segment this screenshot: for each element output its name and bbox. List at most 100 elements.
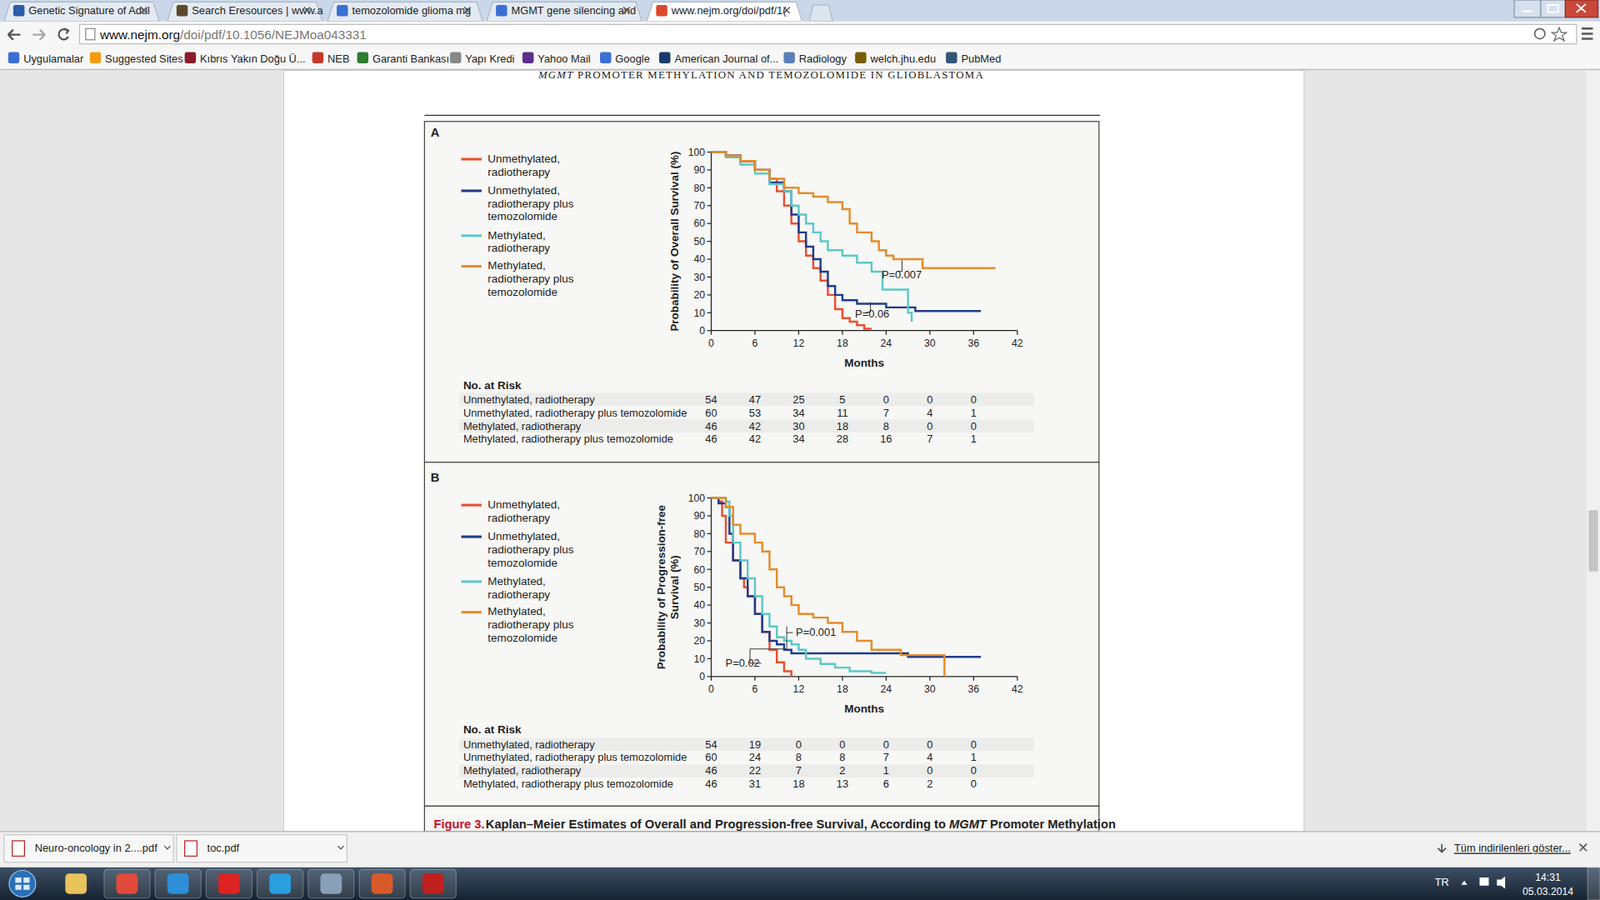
legend-line: Unmethylated, — [487, 498, 560, 511]
maximize[interactable] — [1540, 0, 1565, 18]
y-tick-label: 50 — [694, 581, 706, 594]
bookmark[interactable]: Kıbrıs Yakın Doğu Ü... — [200, 52, 306, 65]
taskbar-button[interactable] — [308, 869, 355, 898]
x-tick-label: 42 — [1011, 337, 1024, 350]
reload-button[interactable] — [59, 28, 70, 40]
show-desktop[interactable] — [1587, 867, 1600, 900]
window-icons — [1522, 4, 1586, 13]
bookmark[interactable]: American Journal of... — [674, 52, 779, 65]
bookmark-icon — [90, 51, 101, 63]
x-tick-label: 18 — [836, 337, 849, 350]
bookmark[interactable]: Yahoo Mail — [537, 52, 590, 65]
tab[interactable] — [4, 1, 160, 21]
bookmark-star[interactable] — [1551, 27, 1566, 41]
survival-curve — [710, 498, 945, 677]
chart-panel: B010203040506070809010006121824303642Mon… — [424, 462, 1099, 807]
minimize[interactable] — [1514, 0, 1541, 18]
y-tick-label: 100 — [688, 146, 706, 159]
x-axis-label: Months — [844, 356, 885, 370]
download-item[interactable] — [176, 835, 347, 863]
bookmark[interactable]: Uygulamalar — [23, 52, 85, 65]
show-all-downloads[interactable]: Tüm indirilenleri göster... — [1454, 841, 1571, 855]
risk-row-band — [459, 764, 1034, 778]
forward-button[interactable] — [32, 30, 45, 40]
x-tick-label: 30 — [924, 337, 936, 350]
risk-row-label: Methylated, radiotherapy — [463, 764, 582, 777]
bookmark-icon — [522, 51, 534, 63]
risk-row-label: Unmethylated, radiotherapy — [463, 738, 595, 751]
bookmark[interactable]: PubMed — [960, 52, 1001, 65]
legend-line: Unmethylated, — [487, 530, 560, 543]
risk-count: 0 — [926, 393, 933, 406]
tab-title: www.nejm.org/doi/pdf/1( — [670, 4, 787, 17]
bookmark[interactable]: welch.jhu.edu — [869, 52, 936, 65]
risk-row-label: Methylated, radiotherapy — [463, 420, 582, 433]
tab[interactable] — [486, 1, 642, 21]
series-group — [710, 498, 981, 677]
tab-close[interactable] — [140, 7, 147, 14]
legend-line: Methylated, — [487, 229, 546, 242]
tab-close[interactable] — [623, 7, 630, 14]
start-logo — [15, 877, 30, 890]
address-bar[interactable] — [80, 24, 1577, 44]
bookmark[interactable]: Radiology — [799, 52, 848, 65]
taskbar-button[interactable] — [53, 869, 100, 898]
y-tick-label: 90 — [694, 510, 706, 522]
start-button[interactable] — [9, 870, 36, 897]
bookmark[interactable]: Google — [615, 52, 650, 65]
download-menu[interactable] — [164, 845, 170, 850]
close-downloads[interactable] — [1580, 844, 1588, 852]
bookmark[interactable]: Suggested Sites — [105, 52, 184, 65]
x-tick-label: 24 — [880, 683, 893, 695]
menu-button[interactable] — [1581, 28, 1593, 39]
legend-entry: Methylated,radiotherapy plustemozolomide — [487, 259, 574, 299]
taskbar-button[interactable] — [104, 869, 150, 898]
y-tick — [707, 550, 712, 552]
tab-close[interactable] — [304, 7, 310, 14]
panel-letter: B — [430, 470, 440, 485]
legend-line: Methylated, — [487, 259, 546, 272]
risk-count: 6 — [883, 777, 890, 790]
legend-line: radiotherapy plus — [487, 543, 574, 556]
y-tick — [707, 605, 712, 606]
download-menu[interactable] — [337, 845, 344, 850]
x-tick-label: 6 — [752, 683, 759, 695]
x-tick-label: 6 — [752, 337, 759, 350]
background — [0, 0, 1600, 900]
tab-close[interactable] — [783, 7, 790, 14]
url-path: /doi/pdf/10.1056/NEJMoa043331 — [180, 27, 367, 42]
risk-row-band — [459, 419, 1034, 433]
new-tab[interactable] — [809, 5, 833, 22]
bookmark[interactable]: NEB — [327, 52, 350, 65]
taskbar-button[interactable] — [205, 869, 252, 898]
bookmark[interactable]: Garanti Bankası — [372, 52, 450, 65]
risk-row-band — [459, 392, 1034, 406]
tray-icons — [1460, 876, 1505, 890]
language[interactable]: TR — [1435, 875, 1450, 889]
y-tick-label: 90 — [694, 164, 706, 176]
taskbar-button[interactable] — [359, 869, 405, 898]
back-button[interactable] — [8, 30, 21, 40]
app-icon — [269, 873, 291, 894]
taskbar-button[interactable] — [410, 869, 456, 898]
scroll-thumb[interactable] — [1589, 510, 1599, 571]
risk-count: 46 — [705, 420, 717, 433]
toolbar — [0, 21, 1600, 49]
taskbar-button[interactable] — [155, 869, 201, 898]
tab-close[interactable] — [464, 7, 470, 14]
screen: Genetic Signature of AdulSearch Eresourc… — [0, 0, 1600, 900]
legend-swatch — [460, 189, 481, 192]
legend-line: radiotherapy plus — [487, 272, 574, 285]
pdf-icon — [185, 840, 198, 856]
tab[interactable] — [327, 1, 483, 21]
y-tick — [707, 169, 712, 170]
taskbar-button[interactable] — [257, 869, 304, 898]
tab[interactable] — [646, 1, 802, 21]
caption: Kaplan–Meier Estimates of Overall and Pr… — [485, 817, 1116, 831]
favicon — [13, 5, 25, 16]
bookmark[interactable]: Yapı Kredi — [465, 52, 515, 65]
download-item[interactable] — [4, 835, 174, 863]
risk-count: 7 — [883, 750, 890, 764]
tab-title: Search Eresources | www.a — [191, 4, 324, 17]
risk-count: 0 — [795, 738, 802, 751]
